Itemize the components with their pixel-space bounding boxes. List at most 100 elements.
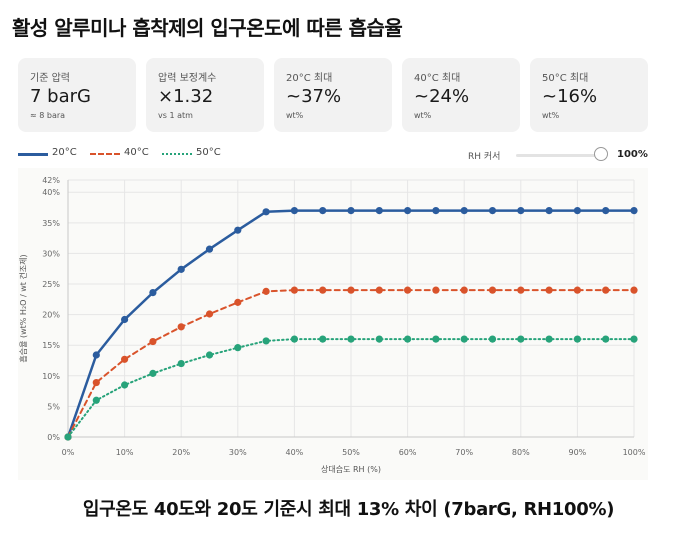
data-point — [149, 337, 157, 346]
card-label: 40°C 최대 — [414, 73, 461, 84]
data-point — [630, 335, 638, 343]
data-point — [602, 286, 610, 294]
data-point — [573, 206, 582, 215]
legend-label: 20°C — [52, 147, 77, 158]
legend-label: 50°C — [196, 147, 221, 158]
data-point — [517, 286, 525, 294]
data-point — [432, 286, 440, 294]
x-tick-label: 40% — [286, 448, 304, 457]
data-point — [262, 337, 270, 345]
y-tick-label: 15% — [42, 341, 60, 350]
data-point — [404, 206, 412, 215]
data-point — [602, 335, 610, 343]
data-point — [290, 335, 298, 343]
card-pressure-factor: 압력 보정계수 ×1.32 vs 1 atm — [146, 58, 264, 132]
y-axis-title: 흡습율 (wt% H₂O / wt 건조제) — [18, 254, 28, 362]
card-20c-max: 20°C 최대 ~37% wt% — [274, 58, 392, 132]
data-point — [262, 208, 270, 216]
x-tick-label: 80% — [512, 448, 530, 457]
data-point — [92, 351, 100, 359]
x-tick-label: 0% — [62, 448, 75, 457]
data-point — [488, 206, 497, 215]
card-sub: wt% — [286, 111, 304, 120]
summary-cards: 기준 압력 7 barG ≈ 8 bara 압력 보정계수 ×1.32 vs 1… — [18, 58, 648, 133]
y-tick-label: 30% — [42, 249, 60, 258]
x-tick-label: 50% — [342, 448, 360, 457]
data-point — [149, 369, 157, 377]
y-tick-label: 25% — [42, 280, 60, 289]
card-label: 50°C 최대 — [542, 73, 589, 84]
data-point — [121, 381, 129, 389]
data-point — [205, 310, 214, 318]
data-point — [319, 286, 327, 294]
card-sub: ≈ 8 bara — [30, 111, 66, 120]
data-point — [630, 206, 638, 215]
card-40c-max: 40°C 최대 ~24% wt% — [402, 58, 520, 132]
card-label: 기준 압력 — [30, 73, 70, 84]
data-point — [517, 335, 525, 343]
legend-line-swatch — [18, 153, 48, 156]
data-point — [92, 396, 100, 404]
data-point — [234, 344, 242, 352]
plot-background — [18, 168, 648, 480]
legend-line-swatch — [90, 153, 120, 155]
x-tick-label: 20% — [172, 448, 190, 457]
x-tick-label: 60% — [399, 448, 417, 457]
y-tick-label: 20% — [42, 311, 60, 320]
y-tick-label: 5% — [47, 402, 60, 411]
card-label: 20°C 최대 — [286, 73, 333, 84]
data-point — [545, 206, 553, 215]
data-point — [290, 286, 298, 294]
x-tick-label: 100% — [623, 448, 646, 457]
card-value: ~37% — [286, 86, 342, 107]
data-point — [121, 315, 129, 324]
data-point — [319, 206, 327, 215]
y-tick-label: 35% — [42, 219, 60, 228]
card-sub: vs 1 atm — [158, 111, 193, 120]
data-point — [375, 335, 383, 343]
card-sub: wt% — [542, 111, 560, 120]
data-point — [517, 206, 525, 215]
data-point — [375, 206, 383, 215]
data-point — [630, 286, 638, 294]
x-tick-label: 30% — [229, 448, 247, 457]
data-point — [488, 286, 497, 294]
data-point — [404, 335, 412, 343]
data-point — [432, 206, 440, 215]
data-point — [92, 378, 100, 387]
card-base-pressure: 기준 압력 7 barG ≈ 8 bara — [18, 58, 136, 132]
card-value: 7 barG — [30, 86, 91, 107]
rh-slider-value: 100% — [617, 149, 648, 160]
data-point — [602, 206, 610, 215]
card-value: ~24% — [414, 86, 470, 107]
data-point — [234, 226, 242, 234]
data-point — [290, 206, 298, 215]
card-value: ×1.32 — [158, 86, 214, 107]
data-point — [573, 335, 582, 343]
data-point — [404, 286, 412, 294]
rh-cursor-label: RH 커서 — [468, 152, 501, 162]
rh-slider-track[interactable] — [516, 154, 604, 157]
data-point — [319, 335, 327, 343]
data-point — [488, 335, 497, 343]
card-50c-max: 50°C 최대 ~16% wt% — [530, 58, 648, 132]
legend-label: 40°C — [124, 147, 149, 158]
data-point — [205, 245, 214, 253]
data-point — [460, 335, 468, 343]
data-point — [460, 206, 468, 215]
y-tick-label: 10% — [42, 372, 60, 381]
data-point — [347, 286, 355, 294]
data-point — [262, 287, 270, 295]
data-point — [121, 355, 129, 363]
footer-note: 입구온도 40도와 20도 기준시 최대 13% 차이 (7barG, RH10… — [82, 499, 615, 520]
data-point — [545, 335, 553, 343]
legend-line-swatch — [162, 153, 192, 155]
rh-slider-thumb[interactable] — [594, 147, 608, 161]
y-tick-label: 0% — [47, 433, 60, 442]
page-title: 활성 알루미나 흡착제의 입구온도에 따른 흡습율 — [12, 16, 403, 40]
data-point — [149, 288, 157, 297]
data-point — [432, 335, 440, 343]
x-tick-label: 90% — [569, 448, 587, 457]
data-point — [347, 206, 355, 215]
